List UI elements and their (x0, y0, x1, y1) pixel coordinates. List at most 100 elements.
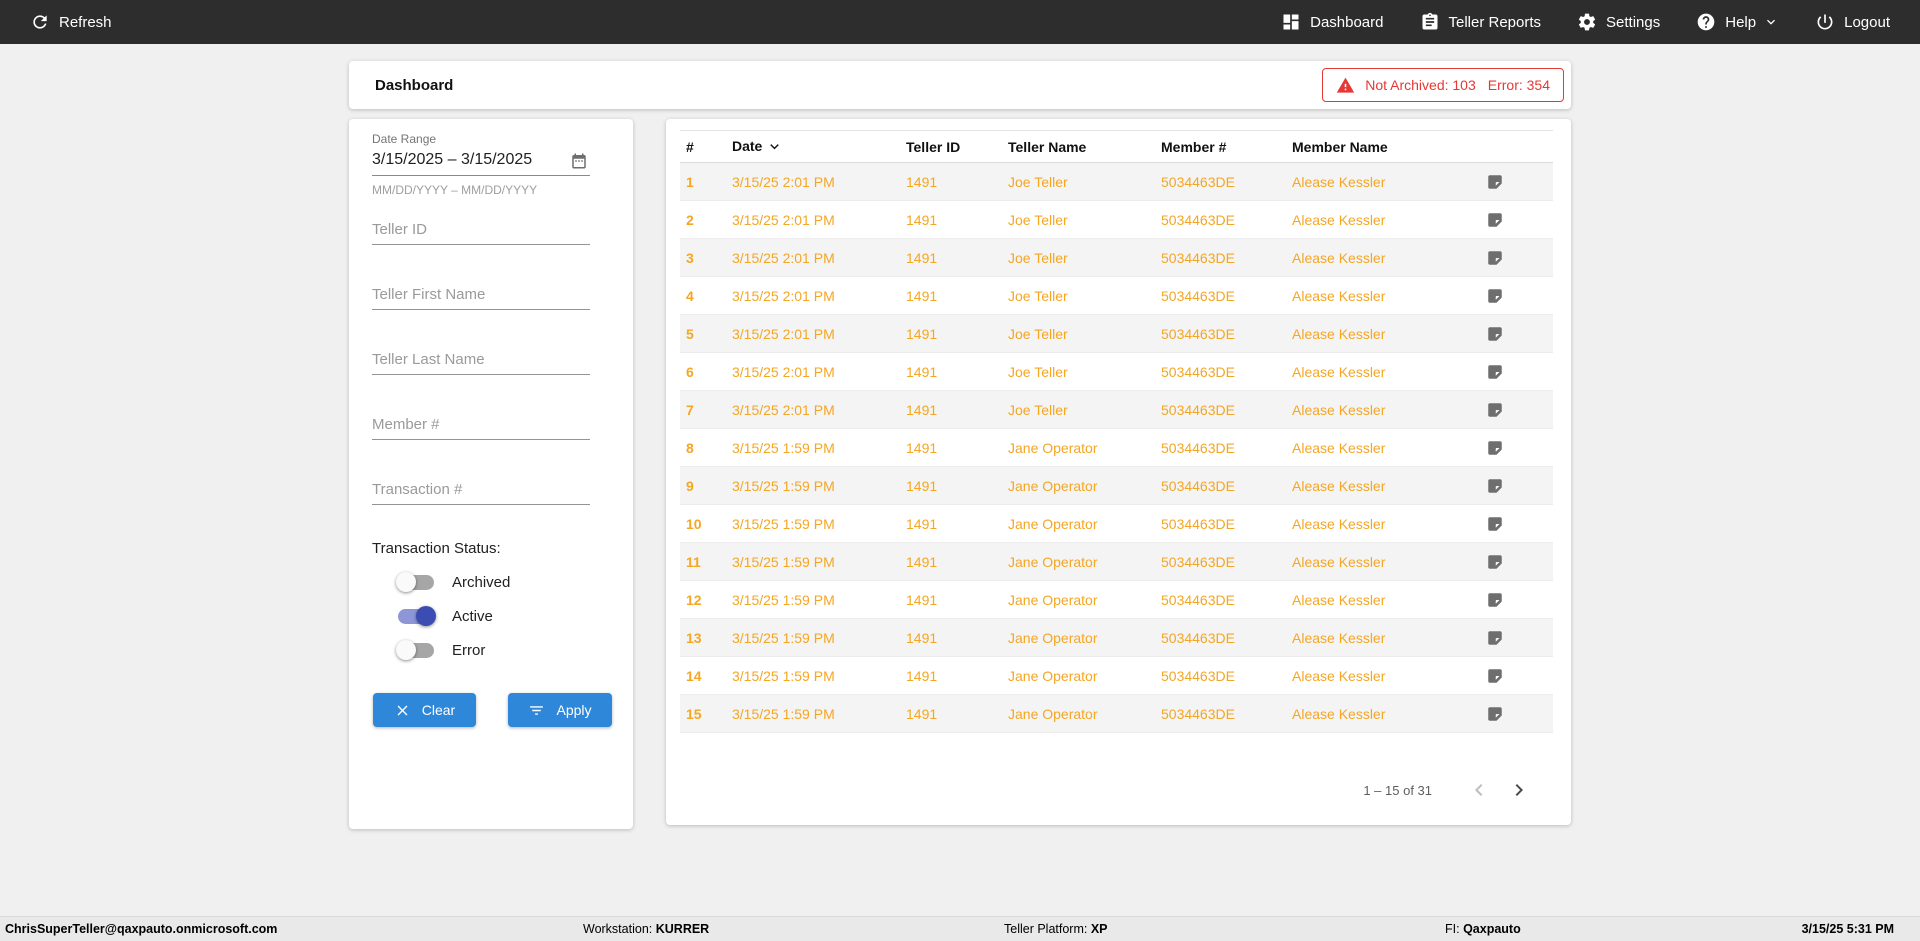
cell-teller-name: Jane Operator (1002, 580, 1155, 619)
note-icon[interactable] (1486, 515, 1549, 533)
next-page-button[interactable] (1506, 777, 1532, 803)
note-icon[interactable] (1486, 439, 1549, 457)
note-icon[interactable] (1486, 249, 1549, 267)
cell-date: 3/15/25 2:01 PM (726, 238, 900, 277)
refresh-button[interactable]: Refresh (30, 12, 112, 32)
workstation-info: Workstation: KURRER (583, 917, 709, 941)
nav-logout[interactable]: Logout (1815, 12, 1890, 32)
teller-first-name-input[interactable] (372, 280, 590, 309)
toggle-active-label: Active (452, 607, 493, 625)
cell-teller-id: 1491 (900, 694, 1002, 733)
table-row[interactable]: 7 3/15/25 2:01 PM 1491 Joe Teller 503446… (680, 390, 1553, 429)
cell-member-number: 5034463DE (1155, 238, 1286, 277)
note-cell (1460, 542, 1553, 581)
status-toggle[interactable] (396, 571, 434, 592)
previous-page-button[interactable] (1466, 777, 1492, 803)
table-row[interactable]: 11 3/15/25 1:59 PM 1491 Jane Operator 50… (680, 542, 1553, 581)
note-icon[interactable] (1486, 591, 1549, 609)
col-date[interactable]: Date (726, 130, 900, 163)
teller-last-name-field (372, 345, 590, 375)
table-row[interactable]: 14 3/15/25 1:59 PM 1491 Jane Operator 50… (680, 656, 1553, 695)
nav-settings[interactable]: Settings (1577, 12, 1660, 32)
cell-teller-id: 1491 (900, 200, 1002, 239)
teller-platform-info: Teller Platform: XP (1004, 917, 1108, 941)
row-number: 15 (680, 694, 726, 733)
table-row[interactable]: 1 3/15/25 2:01 PM 1491 Joe Teller 503446… (680, 162, 1553, 201)
current-datetime: 3/15/25 5:31 PM (1801, 922, 1894, 936)
note-icon[interactable] (1486, 705, 1549, 723)
table-row[interactable]: 15 3/15/25 1:59 PM 1491 Jane Operator 50… (680, 694, 1553, 733)
note-icon[interactable] (1486, 401, 1549, 419)
toggle-row-error[interactable]: Error (396, 639, 486, 661)
note-icon[interactable] (1486, 667, 1549, 685)
row-number: 11 (680, 542, 726, 581)
table-row[interactable]: 8 3/15/25 1:59 PM 1491 Jane Operator 503… (680, 428, 1553, 467)
status-toggle[interactable] (398, 605, 436, 626)
table-row[interactable]: 5 3/15/25 2:01 PM 1491 Joe Teller 503446… (680, 314, 1553, 353)
calendar-icon[interactable] (570, 152, 590, 172)
workstation-label: Workstation: (583, 922, 653, 936)
table-row[interactable]: 3 3/15/25 2:01 PM 1491 Joe Teller 503446… (680, 238, 1553, 277)
nav-dashboard[interactable]: Dashboard (1281, 12, 1384, 32)
note-icon[interactable] (1486, 477, 1549, 495)
table-header-row: # Date Teller ID Teller Name Member # Me… (680, 130, 1553, 163)
transaction-number-input[interactable] (372, 475, 590, 504)
toggle-error-label: Error (452, 641, 486, 659)
col-member-name[interactable]: Member Name (1286, 130, 1460, 163)
platform-label: Teller Platform: (1004, 922, 1088, 936)
cell-teller-id: 1491 (900, 580, 1002, 619)
note-icon[interactable] (1486, 325, 1549, 343)
note-icon[interactable] (1486, 553, 1549, 571)
apply-button[interactable]: Apply (508, 693, 612, 727)
row-number: 9 (680, 466, 726, 505)
row-number: 5 (680, 314, 726, 353)
table-row[interactable]: 2 3/15/25 2:01 PM 1491 Joe Teller 503446… (680, 200, 1553, 239)
table-row[interactable]: 10 3/15/25 1:59 PM 1491 Jane Operator 50… (680, 504, 1553, 543)
nav-teller-reports[interactable]: Teller Reports (1420, 12, 1541, 32)
note-cell (1460, 276, 1553, 315)
teller-id-input[interactable] (372, 215, 590, 244)
cell-date: 3/15/25 1:59 PM (726, 656, 900, 695)
sort-desc-icon[interactable] (766, 138, 783, 155)
nav-logout-label: Logout (1844, 13, 1890, 31)
date-range-input[interactable] (372, 150, 557, 173)
table-row[interactable]: 9 3/15/25 1:59 PM 1491 Jane Operator 503… (680, 466, 1553, 505)
col-teller-id[interactable]: Teller ID (900, 130, 1002, 163)
cell-member-number: 5034463DE (1155, 466, 1286, 505)
teller-last-name-input[interactable] (372, 345, 590, 374)
row-number: 2 (680, 200, 726, 239)
note-icon[interactable] (1486, 211, 1549, 229)
cell-member-name: Alease Kessler (1286, 618, 1460, 657)
col-member-number[interactable]: Member # (1155, 130, 1286, 163)
note-icon[interactable] (1486, 363, 1549, 381)
cell-member-number: 5034463DE (1155, 656, 1286, 695)
toggle-row-archived[interactable]: Archived (396, 571, 510, 593)
status-toggle[interactable] (396, 639, 434, 660)
note-cell (1460, 352, 1553, 391)
table-row[interactable]: 13 3/15/25 1:59 PM 1491 Jane Operator 50… (680, 618, 1553, 657)
note-icon[interactable] (1486, 173, 1549, 191)
filter-icon (528, 702, 545, 719)
note-icon[interactable] (1486, 629, 1549, 647)
row-number: 6 (680, 352, 726, 391)
fi-info: FI: Qaxpauto (1445, 917, 1521, 941)
cell-date: 3/15/25 2:01 PM (726, 390, 900, 429)
platform-value: XP (1090, 922, 1108, 936)
cell-teller-name: Joe Teller (1002, 390, 1155, 429)
table-row[interactable]: 4 3/15/25 2:01 PM 1491 Joe Teller 503446… (680, 276, 1553, 315)
clear-button[interactable]: Clear (373, 693, 476, 727)
table-row[interactable]: 12 3/15/25 1:59 PM 1491 Jane Operator 50… (680, 580, 1553, 619)
fi-value: Qaxpauto (1463, 922, 1521, 936)
toggle-row-active[interactable]: Active (398, 605, 493, 627)
clipboard-icon (1420, 12, 1440, 32)
note-icon[interactable] (1486, 287, 1549, 305)
member-number-input[interactable] (372, 410, 590, 439)
refresh-label: Refresh (59, 13, 112, 31)
note-cell (1460, 314, 1553, 353)
table-row[interactable]: 6 3/15/25 2:01 PM 1491 Joe Teller 503446… (680, 352, 1553, 391)
archive-error-alert[interactable]: Not Archived: 103 Error: 354 (1322, 68, 1564, 102)
cell-date: 3/15/25 1:59 PM (726, 504, 900, 543)
cell-teller-name: Joe Teller (1002, 238, 1155, 277)
col-teller-name[interactable]: Teller Name (1002, 130, 1155, 163)
nav-help[interactable]: Help (1696, 12, 1779, 32)
